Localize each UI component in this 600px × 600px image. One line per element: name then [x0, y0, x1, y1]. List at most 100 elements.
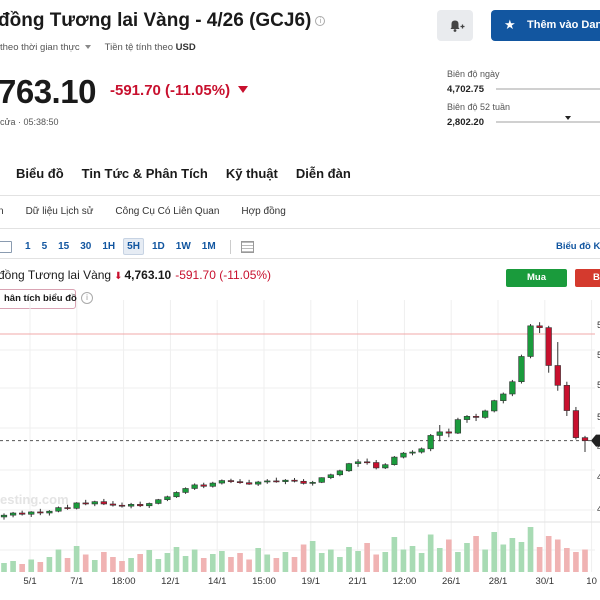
volume-bar — [436, 548, 443, 572]
volume-bar — [427, 534, 434, 572]
candle — [454, 417, 462, 435]
candle — [563, 381, 570, 416]
volume-bar — [128, 558, 134, 572]
candle — [282, 479, 289, 485]
candle — [28, 511, 35, 517]
volume-bar — [509, 538, 516, 572]
interval-1m[interactable]: 1M — [201, 241, 216, 252]
y-tick-label: 4 — [597, 472, 600, 483]
candle — [373, 459, 380, 470]
x-tick-label: 15:00 — [252, 576, 276, 587]
star-icon: ★ — [504, 17, 516, 32]
x-axis: 5/1 7/1 18:00 12/1 14/1 15:00 19/1 21/1 12:00 26/… — [23, 576, 596, 587]
sell-button[interactable]: Bán — [575, 269, 600, 287]
interval-1[interactable]: 1 — [25, 241, 31, 252]
interval-5h[interactable]: 5H — [123, 238, 144, 255]
candle-body — [427, 435, 434, 450]
candle-body — [28, 511, 35, 515]
info-icon[interactable]: i — [81, 292, 93, 304]
volume-bar — [273, 558, 280, 572]
interval-5[interactable]: 5 — [41, 241, 48, 252]
tab-technical[interactable]: Kỹ thuật — [225, 166, 278, 181]
candle — [536, 322, 543, 334]
candle-body — [527, 325, 534, 357]
candle-body — [82, 502, 89, 505]
candle-body — [73, 502, 80, 509]
candle-body — [327, 474, 334, 478]
week52-range-low: 2,802.20 — [447, 117, 484, 128]
candle-body — [418, 448, 425, 453]
candle-body — [472, 416, 480, 418]
volume-bar — [155, 559, 162, 572]
volume-bar — [82, 554, 89, 572]
volume-bar — [119, 561, 125, 572]
candle-body — [109, 503, 117, 506]
x-tick-label: 10 — [586, 576, 597, 587]
subnav-related-tools[interactable]: Công Cụ Có Liên Quan — [115, 206, 220, 217]
x-tick-label: 7/1 — [70, 576, 83, 587]
volume-bar — [346, 547, 352, 572]
candle — [118, 502, 126, 508]
candle-body — [9, 512, 17, 516]
volume-bar — [536, 547, 543, 572]
volume-bar — [464, 543, 470, 572]
candle — [91, 500, 98, 507]
candle — [55, 506, 62, 513]
candle-body — [236, 481, 244, 484]
x-tick-label: 5/1 — [23, 576, 36, 587]
day-range-low: 4,702.75 — [447, 84, 484, 95]
candle-body — [182, 488, 189, 493]
buy-button[interactable]: Mua — [506, 269, 567, 287]
toolbar-separator — [229, 239, 231, 254]
info-icon[interactable]: i — [315, 16, 326, 26]
tab-news-analysis[interactable]: Tin Tức & Phân Tích — [81, 166, 208, 181]
chart-mode-icon[interactable] — [0, 240, 12, 253]
volume-bar — [564, 548, 570, 572]
candle — [146, 502, 153, 508]
tab-forum[interactable]: Diễn đàn — [295, 166, 351, 181]
candle-body — [264, 480, 271, 483]
interval-1d[interactable]: 1D — [151, 241, 165, 252]
last-price: 763.10 — [0, 73, 96, 110]
arrow-down-icon: ⬇ — [114, 271, 123, 282]
volume-bar — [110, 557, 116, 572]
chart-instrument-line: đồng Tương lai Vàng ⬇ 4,763.10 -591.70 (-11… — [0, 268, 271, 282]
candle — [491, 399, 498, 413]
quote-timestamp: cửa · 05:38:50 — [0, 117, 59, 127]
y-tick-label: 5 — [597, 350, 600, 361]
candle-body — [173, 492, 180, 498]
subnav-overview[interactable]: n — [0, 206, 4, 217]
candle-body — [409, 451, 416, 454]
candle-body — [218, 480, 225, 484]
current-price-marker — [591, 434, 600, 447]
indicators-icon[interactable] — [240, 240, 254, 253]
add-alert-button[interactable] — [437, 10, 473, 41]
price-chart[interactable]: esting.com 5/1 7/1 18:00 12/1 14/1 15:00 19/1 2… — [0, 300, 600, 600]
volume-bar — [191, 549, 198, 572]
subnav-contracts[interactable]: Hợp đồng — [241, 206, 286, 217]
candle — [300, 479, 307, 485]
volume-bar — [164, 553, 171, 572]
subnav-historical-data[interactable]: Dữ liệu Lịch sử — [25, 206, 94, 217]
chart-analysis-button[interactable]: hân tích biểu đồ — [0, 289, 77, 309]
candle-body — [19, 512, 26, 515]
candle-body — [500, 393, 507, 401]
volume-bar — [291, 557, 298, 572]
volume-bar — [327, 549, 334, 572]
candle — [182, 487, 189, 494]
realtime-label[interactable]: theo thời gian thực — [0, 42, 80, 53]
chevron-down-icon[interactable] — [84, 45, 91, 49]
candle — [164, 495, 171, 502]
candle-body — [282, 479, 289, 482]
interval-1w[interactable]: 1W — [175, 241, 191, 252]
interval-1h[interactable]: 1H — [102, 241, 116, 252]
interval-15[interactable]: 15 — [58, 241, 70, 252]
add-watchlist-button[interactable]: ★ Thêm vào Dan — [491, 10, 600, 41]
interval-30[interactable]: 30 — [80, 241, 92, 252]
chart-types-link[interactable]: Biểu đồ Kỳ — [556, 241, 600, 252]
candle — [109, 501, 117, 507]
volume-bar — [318, 553, 325, 572]
quote-meta-line: theo thời gian thực Tiền tệ tính theo USD — [0, 42, 196, 53]
tab-chart[interactable]: Biểu đồ — [16, 166, 64, 181]
candle — [581, 435, 589, 453]
